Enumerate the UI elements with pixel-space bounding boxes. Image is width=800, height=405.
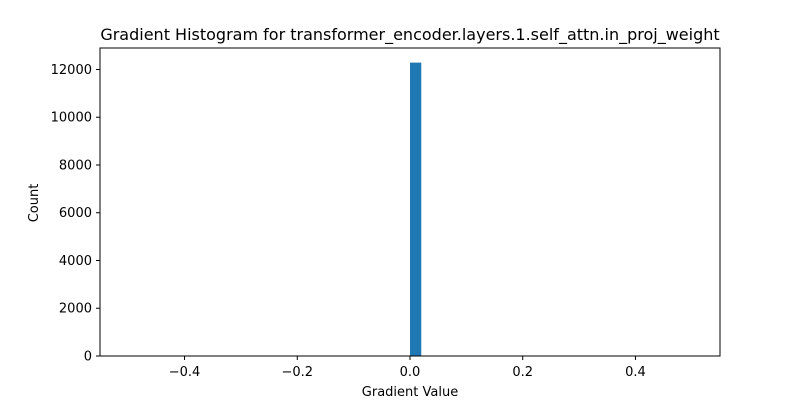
y-tick-label: 4000 [59, 254, 92, 269]
x-tick-label: −0.2 [281, 365, 313, 380]
x-axis-ticks: −0.4 −0.2 0.0 0.2 0.4 [169, 356, 646, 380]
x-tick-label: 0.4 [625, 365, 646, 380]
y-axis-label: Count [27, 184, 42, 223]
x-axis-label: Gradient Value [362, 385, 458, 400]
y-tick-label: 8000 [59, 158, 92, 173]
y-tick-label: 2000 [59, 302, 92, 317]
chart-title: Gradient Histogram for transformer_encod… [100, 25, 719, 45]
histogram-bar [410, 62, 422, 357]
y-tick-label: 12000 [51, 63, 92, 78]
y-tick-label: 0 [84, 350, 92, 365]
y-axis-ticks: 0 2000 4000 6000 8000 10000 12000 [51, 63, 100, 365]
x-tick-label: −0.4 [169, 365, 201, 380]
x-tick-label: 0.2 [512, 365, 533, 380]
x-tick-label: 0.0 [400, 365, 421, 380]
y-tick-label: 10000 [51, 111, 92, 126]
y-tick-label: 6000 [59, 206, 92, 221]
bars-layer [410, 62, 422, 357]
plot-area-frame [99, 47, 721, 357]
